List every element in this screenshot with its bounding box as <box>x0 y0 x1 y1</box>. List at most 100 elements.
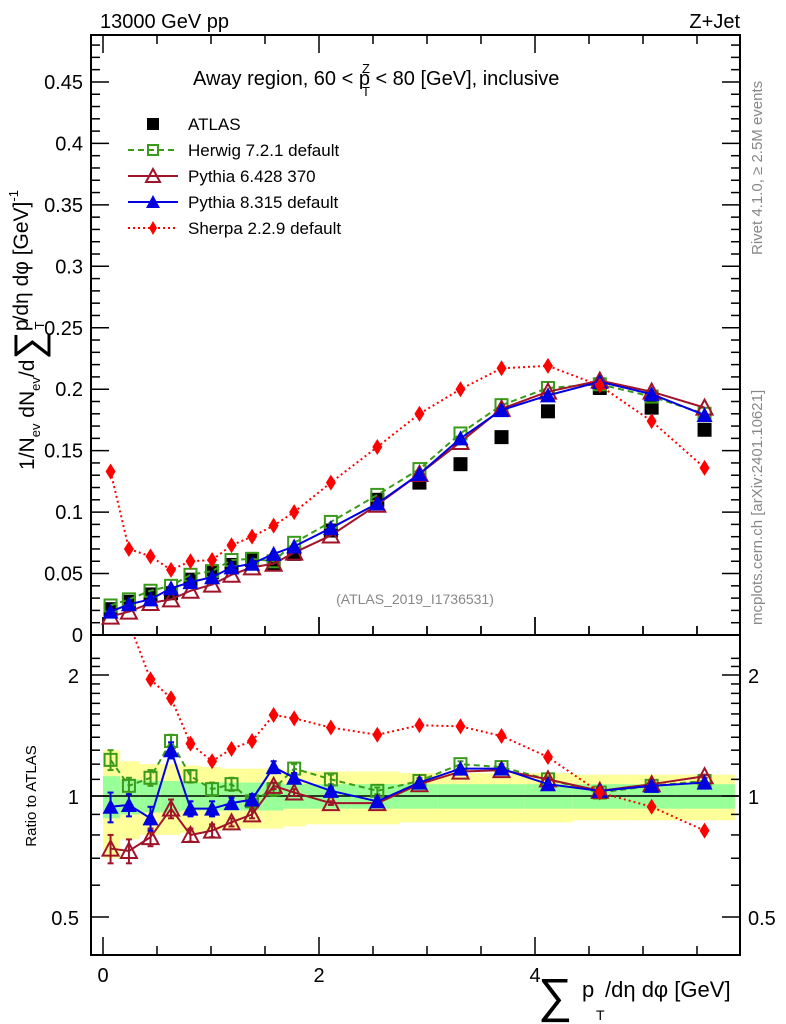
marker-open-triangle <box>180 580 201 599</box>
marker-diamond <box>226 537 237 554</box>
marker-diamond <box>542 749 553 766</box>
svg-text:1/Nev dNev/d∑pT/dη dφ [GeV]-1: 1/Nev dNev/d∑pT/dη dφ [GeV]-1 <box>6 190 51 470</box>
marker-triangle <box>322 782 339 798</box>
marker-triangle <box>493 402 510 418</box>
marker-open-triangle <box>242 804 262 823</box>
marker-triangle <box>204 800 221 816</box>
marker-triangle <box>163 580 180 596</box>
marker-triangle <box>369 495 386 511</box>
ratio-y-tick-label-right: 2 <box>748 666 759 688</box>
marker-diamond <box>105 463 116 480</box>
analysis-watermark: (ATLAS_2019_I1736531) <box>336 591 494 607</box>
y-tick-label: 0.45 <box>44 72 83 94</box>
marker-triangle <box>120 596 137 612</box>
marker-diamond <box>542 357 553 374</box>
marker-open-square <box>224 777 239 792</box>
legend-item: Pythia 8.315 default <box>128 193 339 212</box>
marker-square <box>540 404 555 419</box>
marker-triangle <box>223 795 240 811</box>
marker-open-triangle <box>119 840 139 859</box>
marker-triangle <box>643 777 660 793</box>
x-tick-label: 2 <box>313 965 324 987</box>
marker-triangle <box>643 386 660 402</box>
legend-item: ATLAS <box>147 115 241 134</box>
marker-triangle <box>452 430 469 446</box>
x-axis-label: ∑ p T /dη dφ [GeV] <box>538 970 731 1023</box>
marker-diamond <box>145 671 156 688</box>
marker-triangle <box>163 742 180 758</box>
legend-label: Herwig 7.2.1 default <box>188 141 339 160</box>
marker-open-square <box>121 778 136 793</box>
series-pythia-8-315-default <box>102 373 713 619</box>
marker-diamond <box>372 726 383 743</box>
marker-open-triangle <box>221 812 242 831</box>
marker-diamond <box>149 221 157 235</box>
marker-square <box>494 430 509 445</box>
marker-square <box>697 422 712 437</box>
svg-text:∑: ∑ <box>538 970 572 1023</box>
plot-title: Away region, 60 < pZ T < 80 [GeV], inclus… <box>193 61 559 99</box>
marker-diamond <box>247 733 258 750</box>
marker-diamond <box>594 784 605 801</box>
marker-open-triangle <box>180 824 201 843</box>
marker-triangle <box>286 538 303 554</box>
marker-diamond <box>226 740 237 757</box>
x-tick-label: 0 <box>97 965 108 987</box>
svg-text:/dη dφ [GeV]: /dη dφ [GeV] <box>605 977 731 1002</box>
marker-triangle <box>452 760 469 776</box>
marker-triangle <box>539 776 556 792</box>
marker-open-square <box>205 782 220 797</box>
marker-diamond <box>699 822 710 839</box>
marker-diamond <box>455 381 466 398</box>
y-tick-label: 0.2 <box>55 379 83 401</box>
marker-open-triangle <box>263 553 284 572</box>
y-tick-label: 0.05 <box>44 564 83 586</box>
marker-open-triangle <box>100 838 121 857</box>
marker-open-triangle <box>202 820 222 839</box>
y-tick-label: 0.15 <box>44 441 83 463</box>
marker-diamond <box>455 718 466 735</box>
marker-diamond <box>268 707 279 724</box>
marker-diamond <box>247 528 258 545</box>
marker-triangle <box>286 769 303 785</box>
y-tick-label: 0.4 <box>55 133 83 155</box>
marker-diamond <box>414 405 425 422</box>
marker-diamond <box>699 459 710 476</box>
y-tick-label: 0.25 <box>44 318 83 340</box>
marker-diamond <box>496 360 507 377</box>
marker-square <box>644 400 659 415</box>
marker-triangle <box>142 810 159 826</box>
marker-diamond <box>124 615 134 631</box>
header-right: Z+Jet <box>689 11 740 33</box>
marker-open-triangle <box>161 798 181 817</box>
svg-text:p: p <box>582 977 594 1002</box>
marker-square <box>453 457 468 472</box>
y-tick-label: 0.35 <box>44 195 83 217</box>
svg-text:T: T <box>596 1007 605 1023</box>
marker-open-triangle <box>284 782 304 801</box>
marker-triangle <box>120 796 137 812</box>
marker-diamond <box>325 474 336 491</box>
marker-triangle <box>411 466 428 482</box>
ratio-y-tick-label: 1 <box>68 787 79 809</box>
header-left: 13000 GeV pp <box>100 11 229 33</box>
marker-triangle <box>411 774 428 790</box>
marker-diamond <box>166 690 177 707</box>
marker-triangle <box>182 574 199 590</box>
marker-triangle <box>493 760 510 776</box>
series-sherpa-2-2-9-default <box>124 615 710 839</box>
marker-triangle <box>102 798 119 814</box>
y-tick-label: 0.1 <box>55 502 83 524</box>
legend-label: Pythia 8.315 default <box>188 193 339 212</box>
marker-open-square <box>143 770 158 785</box>
series-line <box>109 364 706 571</box>
marker-diamond <box>145 548 156 565</box>
marker-triangle <box>369 793 386 809</box>
legend-label: Sherpa 2.2.9 default <box>188 219 341 238</box>
marker-diamond <box>289 504 300 521</box>
series-sherpa-2-2-9-default <box>105 357 710 578</box>
marker-triangle <box>204 569 221 585</box>
marker-diamond <box>166 561 177 578</box>
marker-triangle <box>265 759 282 775</box>
